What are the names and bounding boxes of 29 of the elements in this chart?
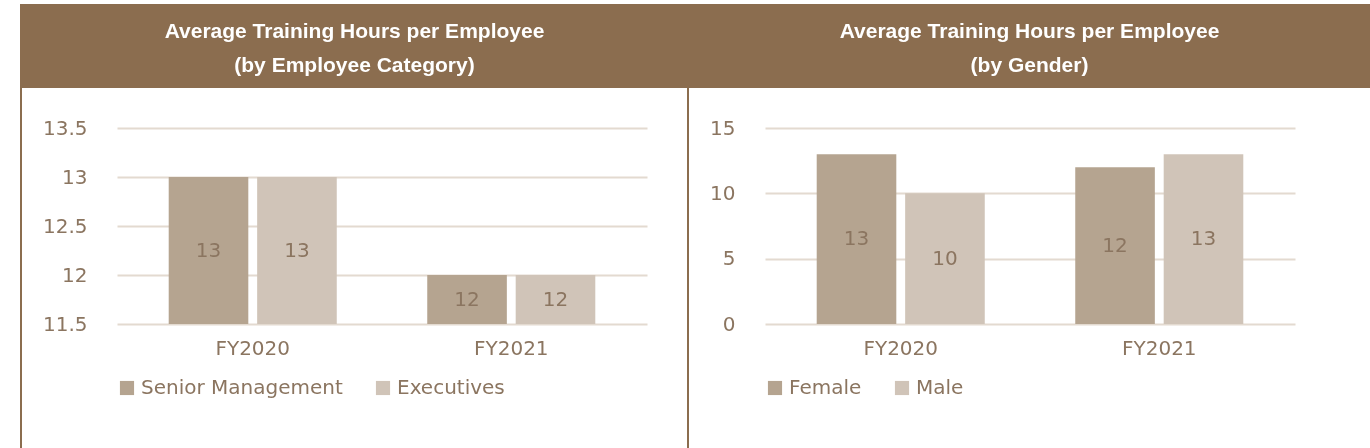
chart-title: Average Training Hours per Employee xyxy=(163,18,546,44)
y-tick-label: 12.5 xyxy=(42,213,88,238)
legend-label: Male xyxy=(916,375,964,399)
y-tick-label: 11.5 xyxy=(42,311,88,336)
y-tick-label: 12 xyxy=(62,262,88,287)
y-tick-label: 5 xyxy=(722,246,736,271)
bar xyxy=(905,193,985,324)
x-tick-label: FY2021 xyxy=(473,335,549,360)
y-tick-label: 13.5 xyxy=(42,115,88,140)
legend-label: Female xyxy=(789,375,862,399)
x-tick-label: FY2020 xyxy=(215,335,291,360)
x-tick-label: FY2021 xyxy=(1121,335,1197,360)
chart-subtitle: (by Gender) xyxy=(969,52,1090,78)
data-label: 13 xyxy=(1190,226,1217,251)
y-tick-label: 13 xyxy=(62,164,88,189)
legend-label: Senior Management xyxy=(141,375,343,399)
y-tick-label: 15 xyxy=(710,115,736,140)
bar xyxy=(1163,154,1244,324)
y-tick-label: 0 xyxy=(722,311,736,336)
chart-title: Average Training Hours per Employee xyxy=(838,18,1221,44)
data-label: 12 xyxy=(542,286,569,311)
x-tick-label: FY2020 xyxy=(863,335,939,360)
legend-label: Executives xyxy=(397,375,505,399)
data-label: 13 xyxy=(284,237,310,262)
chart-subtitle: (by Employee Category) xyxy=(233,52,476,78)
bar xyxy=(816,154,897,324)
data-label: 10 xyxy=(932,245,958,270)
bar xyxy=(1075,167,1155,324)
y-tick-label: 10 xyxy=(710,180,736,205)
